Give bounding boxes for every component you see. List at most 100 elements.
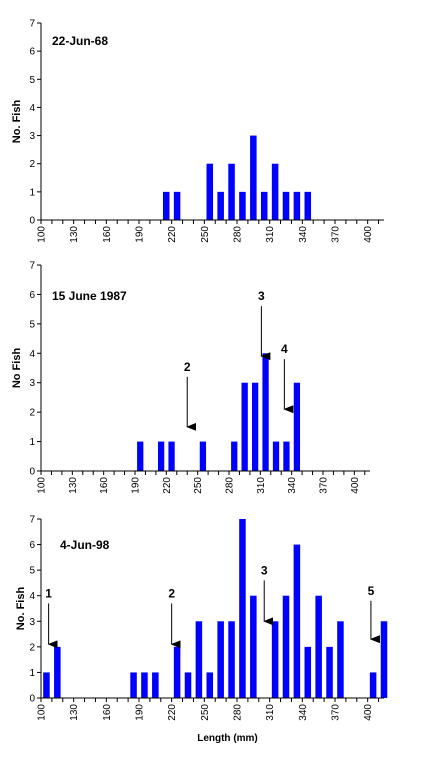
y-tick-label: 0 xyxy=(29,216,35,227)
y-tick-label: 5 xyxy=(29,319,35,330)
y-tick-label: 0 xyxy=(29,694,35,705)
chart-panel-3: 0 1 2 3 4 5 6 7 100 130 160 190 220 250 280 310 340 370 40… xyxy=(15,515,388,744)
annotation-label: 3 xyxy=(261,563,268,577)
x-tick-label: 370 xyxy=(331,226,342,243)
bar xyxy=(239,191,246,220)
x-tick-label: 100 xyxy=(37,226,48,243)
y-tick-label: 2 xyxy=(29,408,35,419)
bar xyxy=(231,441,238,471)
bar xyxy=(141,672,148,698)
x-tick-label: 220 xyxy=(167,226,178,243)
x-axis-title: Length (mm) xyxy=(197,733,258,744)
y-tick-label: 5 xyxy=(29,75,35,86)
x-tick-label: 130 xyxy=(69,704,80,721)
x-tick-label: 190 xyxy=(131,477,142,494)
bar xyxy=(184,672,192,698)
bar xyxy=(217,621,224,698)
bar xyxy=(250,135,257,220)
x-tick-label: 370 xyxy=(319,477,330,494)
annotation-label: 1 xyxy=(45,586,52,600)
bar xyxy=(304,191,312,220)
bar xyxy=(262,353,269,471)
bar xyxy=(137,441,144,471)
x-tick-label: 400 xyxy=(363,226,374,243)
x-tick-label: 310 xyxy=(265,226,276,243)
y-tick-label: 6 xyxy=(29,540,35,551)
bar xyxy=(271,621,279,698)
y-tick-label: 7 xyxy=(29,19,35,30)
x-tick-label: 400 xyxy=(363,704,374,721)
y-tick-label: 4 xyxy=(29,349,35,360)
panel-title: 15 June 1987 xyxy=(52,289,127,303)
bar xyxy=(241,382,248,471)
y-tick-label: 1 xyxy=(29,437,35,448)
y-tick-label: 5 xyxy=(29,566,35,577)
x-tick-label: 370 xyxy=(331,704,342,721)
y-tick-label: 7 xyxy=(29,515,35,526)
y-tick-label: 7 xyxy=(29,261,35,272)
panel-title: 4-Jun-98 xyxy=(60,538,110,552)
x-tick-label: 220 xyxy=(162,477,173,494)
x-tick-label: 100 xyxy=(37,477,48,494)
bar xyxy=(304,646,312,698)
y-tick-label: 3 xyxy=(29,378,35,389)
bar xyxy=(250,595,257,698)
x-tick-label: 190 xyxy=(135,226,146,243)
y-tick-label: 6 xyxy=(29,290,35,301)
annotation-label: 2 xyxy=(168,586,175,600)
bar xyxy=(228,621,235,698)
x-tick-label: 250 xyxy=(200,704,211,721)
x-tick-label: 100 xyxy=(37,704,48,721)
x-tick-label: 250 xyxy=(193,477,204,494)
bar xyxy=(282,595,290,698)
x-tick-label: 310 xyxy=(256,477,267,494)
x-tick-label: 310 xyxy=(265,704,276,721)
bar xyxy=(260,191,268,220)
y-axis-title: No Fish xyxy=(11,348,23,389)
bar xyxy=(293,191,301,220)
chart-panel-2: 0 1 2 3 4 5 6 7 100 130 160 190 220 250 280 310 340 370 40… xyxy=(11,261,370,494)
y-tick-label: 2 xyxy=(29,159,35,170)
annotation-label: 3 xyxy=(258,289,265,303)
bar xyxy=(251,382,259,471)
bar xyxy=(162,191,170,220)
annotation-label: 4 xyxy=(281,342,288,356)
x-tick-label: 280 xyxy=(233,704,244,721)
bar xyxy=(168,441,175,471)
bar xyxy=(217,191,224,220)
y-tick-label: 4 xyxy=(29,103,35,114)
x-tick-label: 250 xyxy=(200,226,211,243)
bar xyxy=(130,672,137,698)
x-tick-label: 400 xyxy=(350,477,361,494)
bar xyxy=(272,441,280,471)
y-tick-label: 4 xyxy=(29,591,35,602)
annotation-label: 5 xyxy=(368,584,375,598)
x-tick-label: 130 xyxy=(69,226,80,243)
bar xyxy=(152,672,159,698)
x-tick-label: 340 xyxy=(287,477,298,494)
panel-title: 22-Jun-68 xyxy=(52,34,108,48)
bar xyxy=(315,595,322,698)
bar xyxy=(271,163,279,220)
y-tick-label: 1 xyxy=(29,187,35,198)
bar xyxy=(282,191,290,220)
x-tick-label: 280 xyxy=(233,226,244,243)
y-tick-label: 3 xyxy=(29,617,35,628)
x-tick-label: 220 xyxy=(167,704,178,721)
bar xyxy=(173,191,181,220)
annotation-label: 2 xyxy=(184,360,191,374)
bar xyxy=(326,646,333,698)
bar xyxy=(239,519,246,698)
x-tick-label: 130 xyxy=(68,477,79,494)
bar xyxy=(228,163,235,220)
bar xyxy=(157,441,165,471)
y-tick-label: 0 xyxy=(29,467,35,478)
bar xyxy=(380,621,388,698)
x-tick-label: 280 xyxy=(225,477,236,494)
x-tick-label: 340 xyxy=(298,226,309,243)
bar xyxy=(206,672,214,698)
x-tick-label: 160 xyxy=(102,704,113,721)
bar xyxy=(293,382,301,471)
bar xyxy=(195,621,203,698)
x-tick-label: 190 xyxy=(135,704,146,721)
